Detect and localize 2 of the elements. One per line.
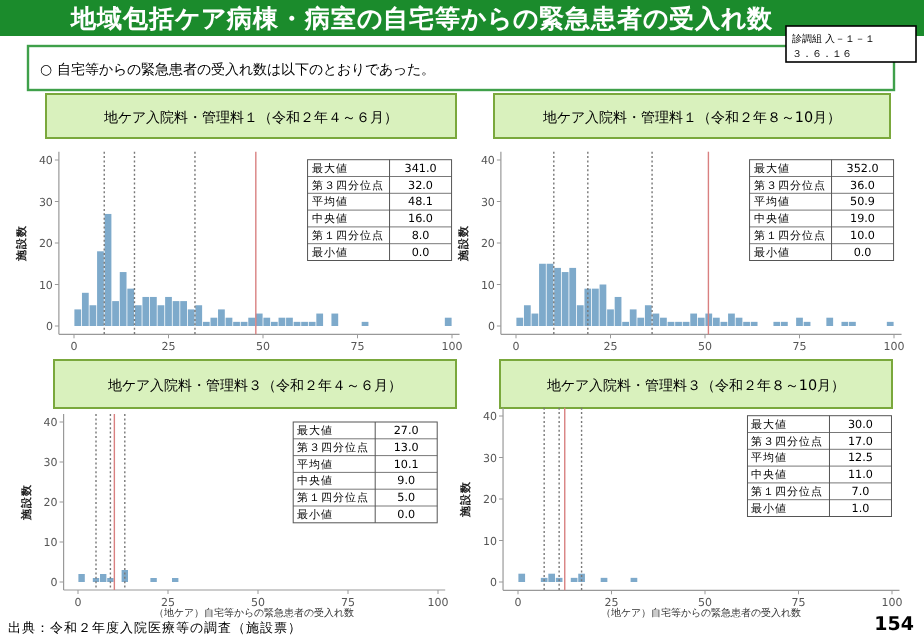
- text: 154: [874, 614, 915, 636]
- text: 地域包括ケア病棟・病室の自宅等からの緊急患者の受入れ数: [69, 3, 775, 33]
